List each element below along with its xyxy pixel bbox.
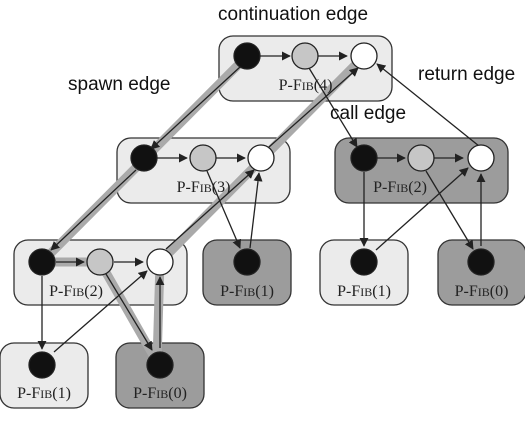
node-label-fib2b: P-FIB(2) [49, 283, 103, 300]
black-strand [130, 144, 158, 172]
node-label-fib1a: P-FIB(1) [220, 283, 274, 300]
node-label-fib0a: P-FIB(0) [454, 283, 509, 300]
call-edge [105, 273, 153, 351]
node-label-fib3: P-FIB(3) [176, 179, 231, 196]
white-strand [146, 248, 174, 276]
white-strand [247, 144, 275, 172]
spawn-edge [150, 66, 241, 150]
strands [28, 42, 495, 379]
spawn-edge-label: spawn edge [68, 74, 171, 95]
return-edge [249, 172, 263, 249]
return-edge [268, 67, 359, 148]
continuation-edge-label: continuation edge [218, 4, 369, 25]
grey-strand [407, 144, 435, 172]
black-strand [28, 248, 56, 276]
call-edge [308, 67, 358, 148]
black-strand [233, 248, 261, 276]
grey-strand [86, 248, 114, 276]
node-label-fib2a: P-FIB(2) [373, 179, 427, 196]
black-strand [28, 351, 56, 379]
white-strand [467, 144, 495, 172]
node-label-fib1c: P-FIB(1) [17, 385, 71, 402]
node-label-fib0b: P-FIB(0) [133, 385, 187, 402]
return-edge [53, 270, 148, 353]
grey-strand [189, 144, 217, 172]
edges [37, 51, 486, 353]
call-edge [206, 170, 241, 249]
call-edge [425, 170, 474, 250]
return-edge [375, 167, 469, 251]
black-strand [146, 351, 174, 379]
return-edge [165, 169, 255, 250]
black-strand [233, 42, 261, 70]
return-edge [376, 63, 480, 147]
black-strand [350, 248, 378, 276]
return-edge-label: return edge [418, 64, 516, 85]
grey-strand [291, 42, 319, 70]
call-edge-label: call edge [330, 103, 407, 124]
node-label-fib4: P-FIB(4) [278, 77, 333, 94]
black-strand [467, 248, 495, 276]
white-strand [350, 42, 378, 70]
spawn-edge [50, 169, 137, 251]
node-label-fib1b: P-FIB(1) [337, 283, 391, 300]
black-strand [350, 144, 378, 172]
